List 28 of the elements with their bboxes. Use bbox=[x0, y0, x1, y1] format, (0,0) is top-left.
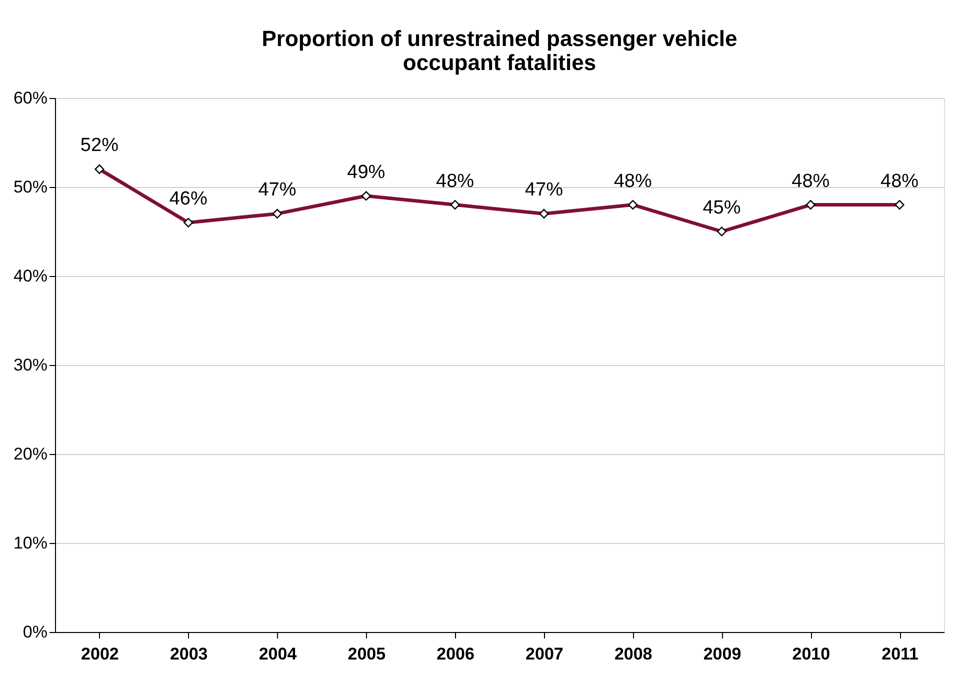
data-label: 52% bbox=[80, 135, 119, 156]
data-label: 48% bbox=[614, 170, 652, 192]
x-tick-label: 2004 bbox=[258, 644, 298, 664]
x-tick-label: 2002 bbox=[81, 644, 119, 664]
y-tick-label: 40% bbox=[13, 266, 48, 286]
data-label: 46% bbox=[169, 188, 208, 210]
x-tick-label: 2005 bbox=[348, 644, 386, 664]
y-tick-label: 30% bbox=[13, 356, 48, 374]
y-tick-label: 20% bbox=[13, 444, 48, 464]
chart-title: Proportion of unrestrained passenger vehicle occupant fatalities bbox=[262, 26, 738, 75]
y-tick-label: 60% bbox=[13, 88, 48, 108]
x-tick-label: 2007 bbox=[526, 644, 564, 664]
y-tick-label: 10% bbox=[13, 534, 48, 552]
x-tick-label: 2003 bbox=[170, 644, 208, 664]
x-tick-label: 2006 bbox=[436, 644, 474, 664]
x-tick-label: 2008 bbox=[614, 644, 652, 664]
y-tick-label: 0% bbox=[22, 622, 48, 642]
data-label: 47% bbox=[258, 180, 296, 201]
data-label: 47% bbox=[524, 180, 564, 201]
x-tick-label: 2009 bbox=[703, 644, 742, 664]
y-tick-label: 50% bbox=[13, 178, 48, 196]
x-tick-label: 2011 bbox=[882, 644, 918, 664]
data-label: 48% bbox=[436, 170, 474, 192]
x-tick-label: 2010 bbox=[792, 644, 830, 664]
data-label: 48% bbox=[792, 170, 830, 192]
data-label: 49% bbox=[347, 162, 386, 183]
data-label: 48% bbox=[880, 170, 919, 192]
data-label: 45% bbox=[702, 198, 741, 218]
